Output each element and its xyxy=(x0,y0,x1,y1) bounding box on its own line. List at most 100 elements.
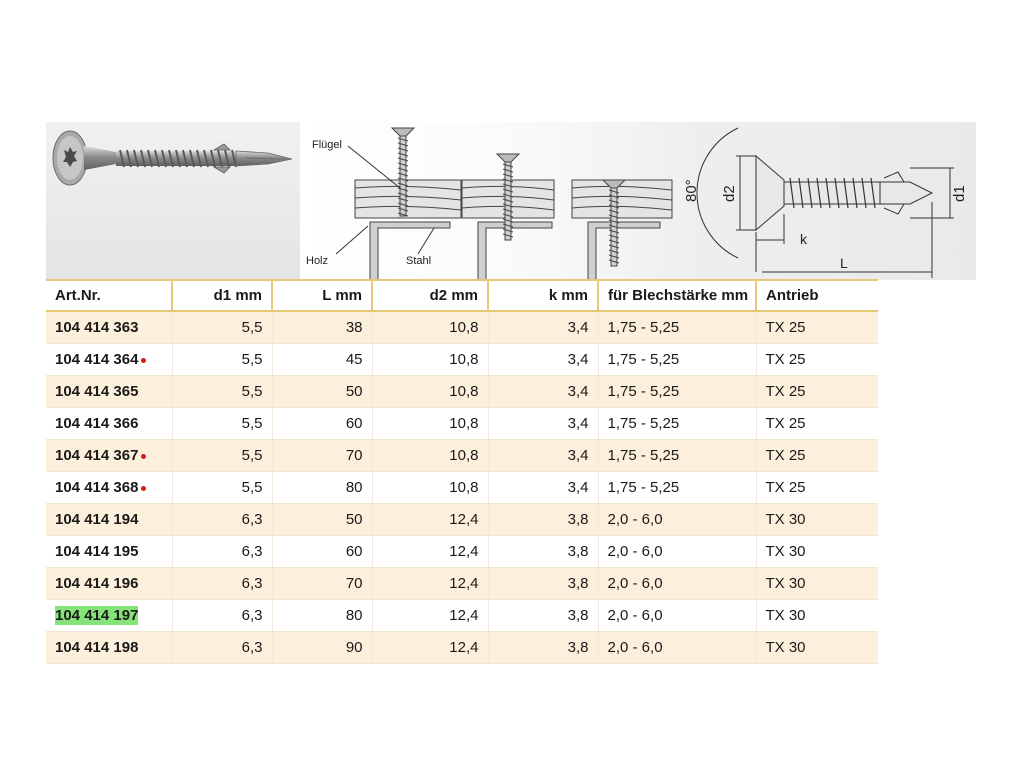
table-row: 104 414 197 6,3 80 12,4 3,8 2,0 - 6,0 TX 30 xyxy=(46,599,878,632)
cell-d2-value: 10,8 xyxy=(449,383,479,400)
cell-d1-value: 5,5 xyxy=(241,351,263,368)
cell-sheet-thickness-value: 1,75 - 5,25 xyxy=(607,479,680,496)
cell-art-nr: 104 414 368 xyxy=(46,471,173,504)
column-header-d1: d1 mm xyxy=(172,279,273,312)
cell-sheet-thickness: 2,0 - 6,0 xyxy=(598,599,757,632)
table-row: 104 414 367 5,5 70 10,8 3,4 1,75 - 5,25 TX 25 xyxy=(46,439,878,472)
cell-drive-value: TX 25 xyxy=(765,447,806,464)
cell-length-value: 60 xyxy=(345,415,363,432)
screw-spec-table: Art.Nr. d1 mm L mm d2 mm k mm für Blechs… xyxy=(46,279,878,664)
cell-length: 90 xyxy=(272,631,373,664)
cell-d2-value: 12,4 xyxy=(449,575,479,592)
cell-sheet-thickness: 2,0 - 6,0 xyxy=(598,503,757,536)
label-k: k xyxy=(800,231,808,247)
cell-length: 80 xyxy=(272,599,373,632)
cell-d1-value: 5,5 xyxy=(241,479,263,496)
cell-d2: 12,4 xyxy=(372,631,489,664)
cell-d1-value: 6,3 xyxy=(241,639,263,656)
cell-d1-value: 6,3 xyxy=(241,543,263,560)
cell-d1-value: 5,5 xyxy=(241,383,263,400)
cell-k: 3,4 xyxy=(488,471,599,504)
cell-length-value: 50 xyxy=(345,511,363,528)
cell-d1-value: 6,3 xyxy=(241,511,263,528)
cell-art-nr-value: 104 414 365 xyxy=(55,383,139,400)
cell-d1: 6,3 xyxy=(172,535,273,568)
cell-d1-value: 6,3 xyxy=(241,575,263,592)
label-wood: Holz xyxy=(306,255,328,267)
cell-d2: 10,8 xyxy=(372,471,489,504)
cell-drive: TX 30 xyxy=(756,503,878,536)
cell-length: 60 xyxy=(272,407,373,440)
cell-k-value: 3,4 xyxy=(567,319,589,336)
column-header-art-nr: Art.Nr. xyxy=(46,279,173,312)
cell-drive: TX 30 xyxy=(756,536,878,568)
cell-drive-value: TX 30 xyxy=(765,607,806,624)
cell-k-value: 3,8 xyxy=(567,639,589,656)
cell-sheet-thickness-value: 1,75 - 5,25 xyxy=(607,447,680,464)
cell-art-nr-value: 104 414 197 xyxy=(55,606,139,625)
table-row: 104 414 198 6,3 90 12,4 3,8 2,0 - 6,0 TX 30 xyxy=(46,631,878,664)
column-header-drive: Antrieb xyxy=(756,279,878,312)
cell-drive: TX 25 xyxy=(756,375,878,408)
table-row: 104 414 363 5,5 38 10,8 3,4 1,75 - 5,25 TX 25 xyxy=(46,311,878,344)
screw-photo xyxy=(46,122,300,280)
cell-drive-value: TX 25 xyxy=(765,319,806,336)
cell-length: 38 xyxy=(272,311,373,344)
cell-drive: TX 25 xyxy=(756,439,878,472)
cell-art-nr-value: 104 414 194 xyxy=(55,511,139,528)
cell-drive: TX 30 xyxy=(756,600,878,632)
cell-length-value: 80 xyxy=(345,479,363,496)
cell-drive-value: TX 30 xyxy=(765,639,806,656)
cell-art-nr-value: 104 414 366 xyxy=(55,415,139,432)
label-angle-80: 80° xyxy=(683,179,700,202)
cell-drive: TX 25 xyxy=(756,311,878,344)
cell-drive-value: TX 25 xyxy=(765,383,806,400)
label-d1: d1 xyxy=(951,185,968,202)
cell-k: 3,8 xyxy=(488,599,599,632)
cell-k: 3,8 xyxy=(488,631,599,664)
cell-k-value: 3,4 xyxy=(567,383,589,400)
cell-d1-value: 5,5 xyxy=(241,319,263,336)
cell-art-nr: 104 414 198 xyxy=(46,631,173,664)
cell-length: 70 xyxy=(272,567,373,600)
cell-d2-value: 12,4 xyxy=(449,607,479,624)
cell-d2: 12,4 xyxy=(372,567,489,600)
cell-sheet-thickness-value: 2,0 - 6,0 xyxy=(607,639,663,656)
cell-art-nr-value: 104 414 195 xyxy=(55,543,139,560)
cell-k: 3,4 xyxy=(488,311,599,344)
cell-sheet-thickness: 2,0 - 6,0 xyxy=(598,631,757,664)
cell-drive: TX 25 xyxy=(756,408,878,440)
cell-art-nr-value: 104 414 363 xyxy=(55,319,139,336)
cell-art-nr: 104 414 196 xyxy=(46,567,173,600)
column-header-length: L mm xyxy=(272,279,373,312)
cell-length: 70 xyxy=(272,439,373,472)
table-row: 104 414 368 5,5 80 10,8 3,4 1,75 - 5,25 TX 25 xyxy=(46,471,878,504)
marker-dot-icon xyxy=(141,485,147,491)
cell-drive-value: TX 30 xyxy=(765,575,806,592)
cell-d1: 6,3 xyxy=(172,567,273,600)
cell-sheet-thickness: 1,75 - 5,25 xyxy=(598,311,757,344)
table-row: 104 414 366 5,5 60 10,8 3,4 1,75 - 5,25 TX 25 xyxy=(46,407,878,440)
cell-sheet-thickness: 1,75 - 5,25 xyxy=(598,471,757,504)
cell-art-nr: 104 414 366 xyxy=(46,407,173,440)
cell-sheet-thickness-value: 2,0 - 6,0 xyxy=(607,575,663,592)
cell-length: 60 xyxy=(272,535,373,568)
cell-d2-value: 10,8 xyxy=(449,351,479,368)
cell-d2: 10,8 xyxy=(372,343,489,376)
cell-k: 3,4 xyxy=(488,439,599,472)
cell-sheet-thickness: 1,75 - 5,25 xyxy=(598,439,757,472)
cell-sheet-thickness-value: 1,75 - 5,25 xyxy=(607,415,680,432)
column-header-k: k mm xyxy=(488,279,599,312)
cell-k: 3,4 xyxy=(488,343,599,376)
cell-drive-value: TX 25 xyxy=(765,479,806,496)
cell-d2: 10,8 xyxy=(372,407,489,440)
label-wing: Flügel xyxy=(312,139,342,151)
cell-k-value: 3,8 xyxy=(567,575,589,592)
cell-k-value: 3,4 xyxy=(567,479,589,496)
cell-sheet-thickness-value: 1,75 - 5,25 xyxy=(607,319,680,336)
cell-length: 45 xyxy=(272,343,373,376)
cell-drive-value: TX 25 xyxy=(765,415,806,432)
cell-drive-value: TX 30 xyxy=(765,511,806,528)
cell-d2: 10,8 xyxy=(372,439,489,472)
cell-k-value: 3,4 xyxy=(567,447,589,464)
